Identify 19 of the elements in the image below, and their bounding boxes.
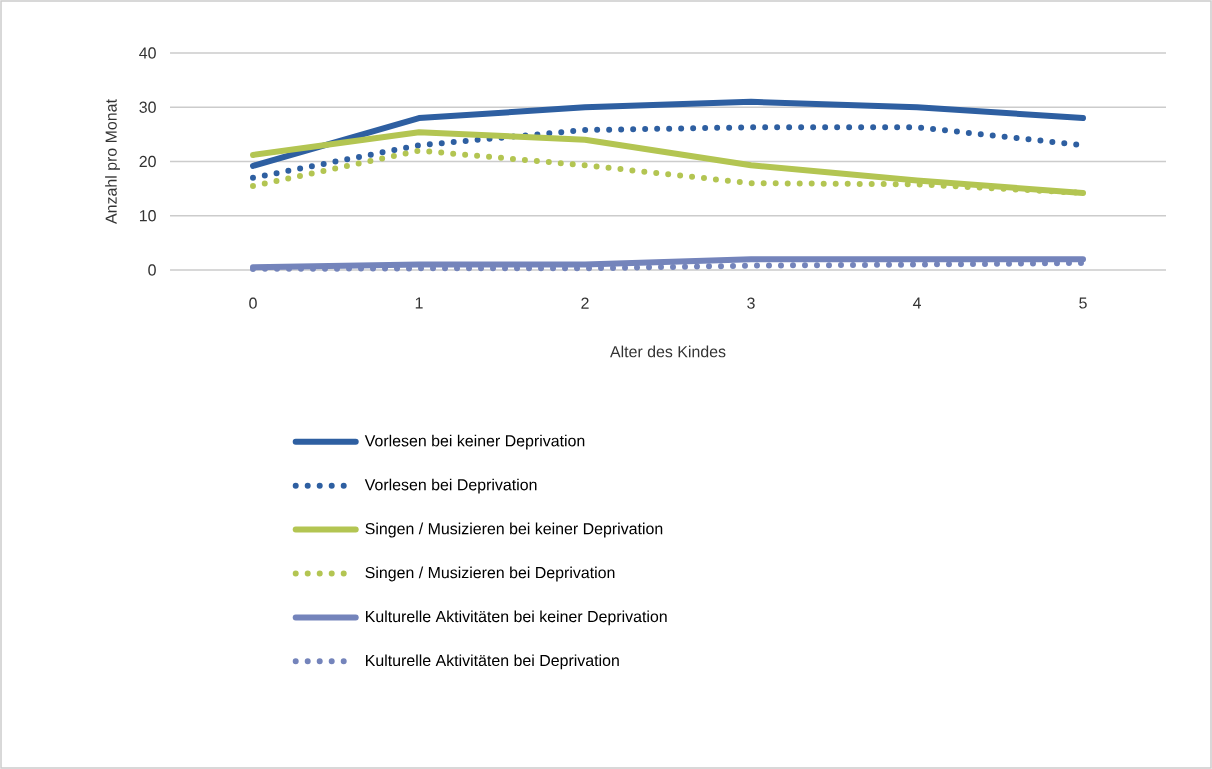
x-tick-label: 5	[1079, 297, 1087, 309]
y-tick-label: 20	[139, 155, 156, 168]
y-tick-label: 40	[139, 47, 156, 59]
x-tick-label: 4	[912, 297, 921, 309]
x-tick-label: 1	[415, 297, 423, 309]
legend-label: Singen / Musizieren bei Deprivation	[365, 566, 615, 582]
y-tick-label: 10	[139, 210, 156, 222]
legend-label: Singen / Musizieren bei keiner Deprivation	[365, 522, 663, 538]
legend-label: Vorlesen bei keiner Deprivation	[364, 434, 585, 450]
legend-label: Kulturelle Aktivitäten bei keiner Deprivation	[366, 610, 667, 626]
legend-label: Vorlesen bei Deprivation	[364, 478, 537, 494]
x-tick-label: 3	[747, 297, 755, 309]
legend-label: Kulturelle Aktivitäten bei Deprivation	[366, 654, 619, 670]
x-tick-label: 0	[249, 297, 257, 309]
y-tick-label: 0	[148, 264, 156, 276]
y-tick-label: 30	[139, 101, 156, 113]
x-tick-label: 2	[581, 297, 589, 309]
x-axis-title: Alter des Kindes	[610, 345, 726, 358]
y-axis-title: Anzahl pro Monat	[105, 99, 120, 224]
